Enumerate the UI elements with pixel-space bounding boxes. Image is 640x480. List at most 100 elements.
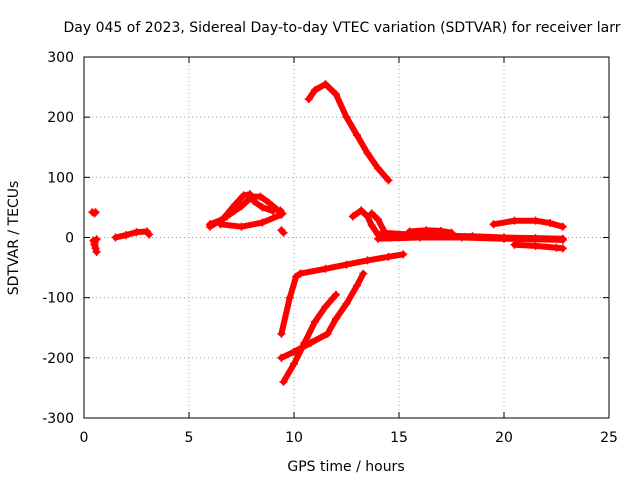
data-point [367,209,376,218]
data-point [422,226,431,235]
data-point [237,202,246,211]
data-point [342,260,351,269]
data-point [292,272,301,281]
series-2 [111,227,154,242]
y-tick-label: 100 [47,170,74,186]
data-point [321,80,330,89]
series-12 [279,290,340,386]
data-point [558,235,567,244]
series-1 [89,235,101,256]
data-point [311,86,319,95]
series-6 [276,206,287,218]
data-point [256,192,265,201]
data-point [239,191,248,200]
data-point [399,250,408,259]
x-tick-label: 15 [390,430,408,446]
data-point [304,95,313,104]
data-point [264,198,273,207]
data-point [384,252,393,261]
series-7 [277,226,288,237]
data-point [279,377,288,386]
data-point [510,216,519,225]
data-point [91,244,100,253]
y-tick-label: 300 [47,50,74,66]
series-19 [510,240,567,253]
x-tick-label: 0 [80,430,89,446]
data-point [489,220,498,229]
x-tick-label: 20 [495,430,513,446]
data-point [145,230,154,239]
data-point [278,209,287,218]
data-point [437,226,445,235]
data-point [405,227,414,236]
data-point [277,353,286,362]
data-point [378,228,387,237]
series-trace [280,291,339,385]
series-13 [348,206,393,242]
data-point [531,241,540,250]
data-point [290,359,298,368]
data-point [279,228,288,237]
data-point [558,244,567,253]
data-point [222,212,231,221]
data-point [90,209,99,218]
data-point [384,176,393,185]
series-trace [217,211,285,230]
data-point [300,338,309,347]
data-point [500,234,508,243]
data-point [363,256,372,265]
data-point [367,221,376,230]
data-point [91,208,100,217]
data-point [206,222,214,231]
data-point [363,212,372,221]
y-tick-label: 200 [47,110,74,126]
data-point [558,222,567,231]
data-point [332,290,340,299]
data-point [447,228,456,237]
series-18 [489,216,567,231]
data-point [111,233,120,242]
data-point [321,302,330,311]
data-point [357,206,366,215]
axis-ticks: 0 5 10 15 20 25 -300 -200 -100 0 100 200 300 [42,50,618,446]
y-tick-label: -200 [42,351,74,367]
chart-title: Day 045 of 2023, Sidereal Day-to-day VTE… [64,20,621,36]
data-point [237,222,246,231]
data-point [353,131,361,140]
series-trace [112,228,153,241]
data-point [342,299,351,308]
data-point [132,228,141,237]
data-point [92,247,101,256]
series-17 [405,226,456,237]
data-point [359,269,368,278]
series-16 [374,233,567,244]
data-point [353,281,361,290]
y-tick-label: -100 [42,291,74,307]
data-point [323,329,332,338]
data-point [321,264,330,273]
y-tick-label: -300 [42,411,74,427]
data-point [546,219,555,228]
data-point [458,233,466,242]
data-point [363,149,372,158]
data-point [258,203,267,212]
data-point [332,90,340,99]
series-8 [304,80,393,185]
y-tick-label: 0 [65,231,74,247]
data-point [348,212,357,221]
series-10 [296,250,408,278]
series-trace [375,234,566,243]
data-point [311,317,319,326]
data-point [296,269,305,278]
data-point [416,233,424,242]
data-point [342,113,351,122]
series-trace [278,270,367,361]
data-point [374,215,382,224]
y-axis-label: SDTVAR / TECUs [6,181,22,296]
data-point [531,216,540,225]
data-point [248,192,256,201]
data-series [88,80,567,386]
series-0 [88,208,100,218]
data-point [122,231,130,240]
